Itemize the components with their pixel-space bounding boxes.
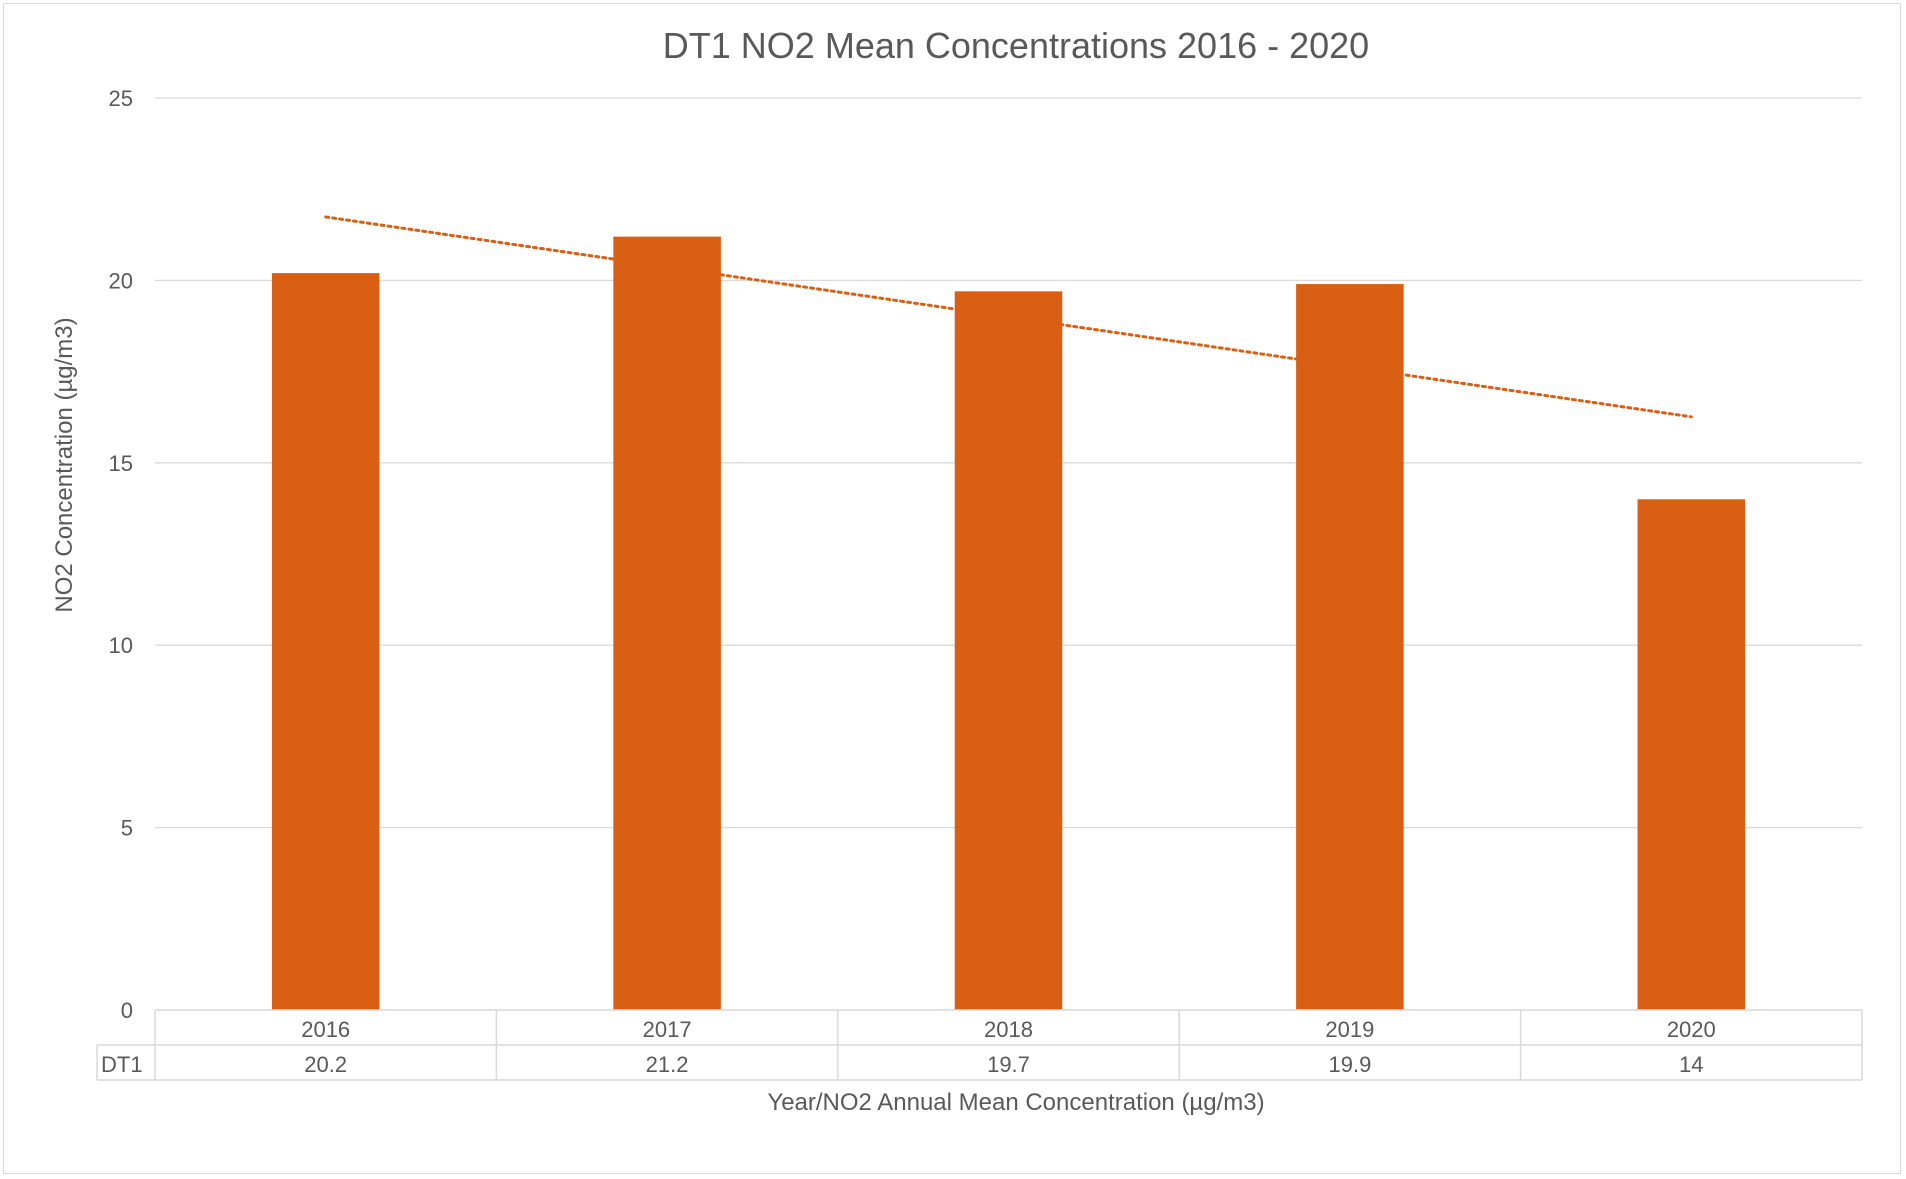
y-tick-label: 25 xyxy=(109,86,133,111)
y-tick-label: 10 xyxy=(109,633,133,658)
data-label: 19.9 xyxy=(1328,1052,1371,1077)
y-tick-label: 20 xyxy=(109,268,133,293)
bar-2017 xyxy=(613,236,721,1010)
bar-2020 xyxy=(1637,499,1746,1010)
data-label: 14 xyxy=(1679,1052,1703,1077)
trendline xyxy=(324,215,1693,419)
bars xyxy=(271,236,1746,1011)
series-name: DT1 xyxy=(101,1052,143,1077)
chart-title: DT1 NO2 Mean Concentrations 2016 - 2020 xyxy=(663,25,1369,66)
data-label: 20.2 xyxy=(304,1052,347,1077)
bar-2018 xyxy=(954,291,1063,1010)
data-label: 21.2 xyxy=(646,1052,689,1077)
y-tick-label: 0 xyxy=(121,998,133,1023)
x-tick-label: 2020 xyxy=(1667,1017,1716,1042)
x-tick-label: 2017 xyxy=(643,1017,692,1042)
trendline-line xyxy=(324,215,1693,419)
bar-2016 xyxy=(271,273,380,1010)
x-tick-label: 2016 xyxy=(301,1017,350,1042)
x-tick-label: 2019 xyxy=(1325,1017,1374,1042)
x-axis-title: Year/NO2 Annual Mean Concentration (µg/m… xyxy=(767,1089,1264,1116)
data-table: 2016 2017 2018 2019 2020 DT1 20.2 21.2 19.7 19.9 1… xyxy=(96,1009,1863,1081)
data-label: 19.7 xyxy=(987,1052,1030,1077)
x-tick-label: 2018 xyxy=(984,1017,1033,1042)
y-axis-ticks: 0 5 10 15 20 25 xyxy=(109,86,133,1023)
y-tick-label: 15 xyxy=(109,451,133,476)
y-axis-title: NO2 Concentration (µg/m3) xyxy=(51,317,78,612)
bar-2019 xyxy=(1296,284,1404,1011)
y-tick-label: 5 xyxy=(121,816,133,841)
